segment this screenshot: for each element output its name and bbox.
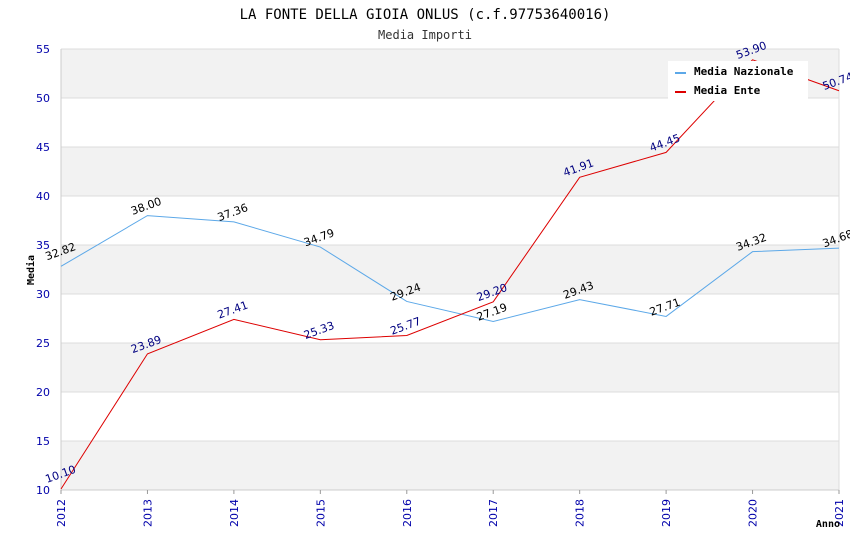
series-lines xyxy=(60,59,840,490)
data-label: 37.36 xyxy=(216,201,250,224)
grid-band xyxy=(61,343,839,392)
legend-box xyxy=(668,61,808,101)
chart-subtitle: Media Importi xyxy=(378,28,472,42)
legend: Media Nazionale Media Ente xyxy=(668,61,808,101)
y-tick-label: 20 xyxy=(36,386,50,399)
x-tick-label: 2013 xyxy=(141,499,154,527)
x-tick-label: 2021 xyxy=(833,499,846,527)
y-tick-label: 55 xyxy=(36,43,50,56)
data-label: 27.19 xyxy=(475,301,509,324)
grid-band xyxy=(61,441,839,490)
data-label: 27.41 xyxy=(216,299,250,322)
y-tick-label: 25 xyxy=(36,337,50,350)
x-tick-label: 2012 xyxy=(55,499,68,527)
y-tick-labels: 10 15 20 25 30 35 40 45 50 55 xyxy=(36,43,50,497)
chart-title: LA FONTE DELLA GIOIA ONLUS (c.f.97753640… xyxy=(240,7,611,23)
y-tick-label: 30 xyxy=(36,288,50,301)
x-tick-label: 2015 xyxy=(314,499,327,527)
series-line-media-ente xyxy=(60,59,840,490)
series-line-media-nazionale xyxy=(60,215,840,323)
data-label: 38.00 xyxy=(129,195,163,218)
y-tick-label: 40 xyxy=(36,190,50,203)
grid-band xyxy=(61,245,839,294)
gridlines xyxy=(61,48,840,491)
x-tick-label: 2018 xyxy=(574,499,587,527)
grid-bands xyxy=(61,49,839,490)
y-tick-label: 45 xyxy=(36,141,50,154)
x-tick-label: 2016 xyxy=(401,499,414,527)
legend-label-media-ente: Media Ente xyxy=(694,84,761,97)
y-tick-label: 10 xyxy=(36,484,50,497)
x-tick-label: 2014 xyxy=(228,499,241,527)
data-label: 25.33 xyxy=(302,319,336,342)
y-axis-title: Media xyxy=(25,255,37,285)
y-tick-label: 50 xyxy=(36,92,50,105)
axes xyxy=(60,49,840,494)
x-axis-title: Anno xyxy=(816,519,840,530)
y-tick-label: 35 xyxy=(36,239,50,252)
grid-band xyxy=(61,147,839,196)
x-tick-label: 2017 xyxy=(487,499,500,527)
data-label: 27.71 xyxy=(648,296,682,319)
data-label: 25.77 xyxy=(389,315,423,338)
y-tick-label: 15 xyxy=(36,435,50,448)
legend-label-media-nazionale: Media Nazionale xyxy=(694,65,794,78)
x-tick-label: 2019 xyxy=(660,499,673,527)
x-tick-labels: 2012 2013 2014 2015 2016 2017 2018 2019 2020 2021 xyxy=(55,499,846,527)
x-tick-label: 2020 xyxy=(747,499,760,527)
